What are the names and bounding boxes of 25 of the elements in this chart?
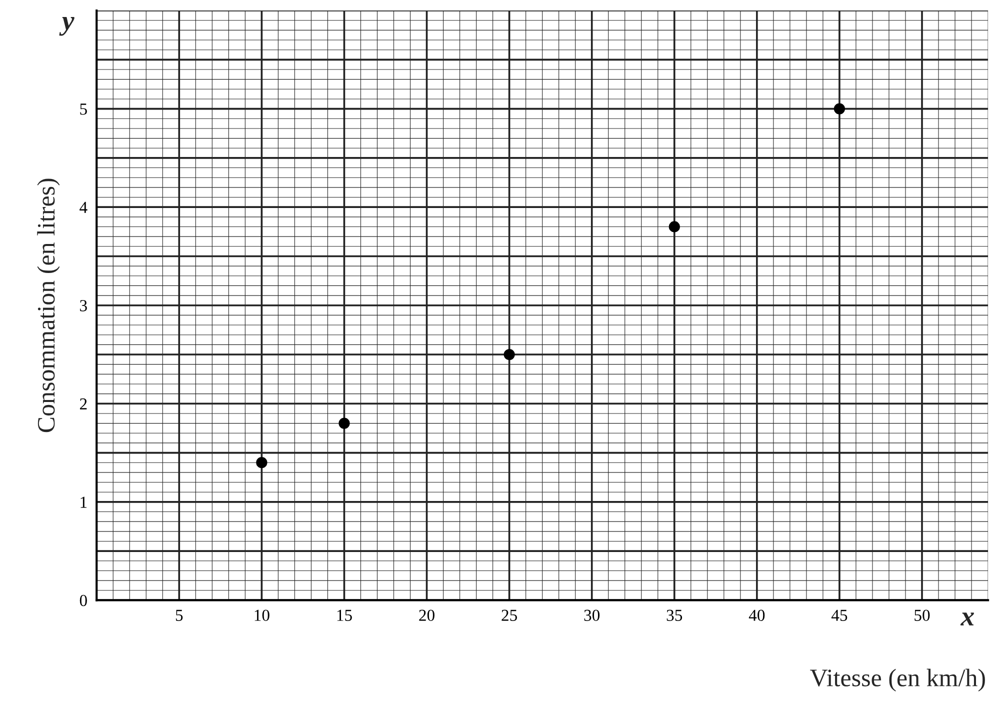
text: x (960, 612, 974, 626)
x-tick-label: 15 (337, 610, 352, 621)
x-tick-label: 35 (666, 610, 682, 621)
text: y (59, 16, 74, 36)
y-tick-label: 2 (80, 398, 87, 410)
y-tick-label: 5 (80, 104, 87, 115)
x-tick-label: 50 (914, 610, 930, 621)
x-tick-label: 20 (419, 610, 434, 621)
x-tick-label: 25 (502, 610, 517, 621)
y-tick-label: 4 (80, 202, 88, 213)
point (834, 103, 846, 114)
x-tick-label: 40 (748, 610, 765, 621)
x-tick-label: 10 (254, 610, 270, 621)
x-tick-label: 5 (176, 610, 183, 621)
y-tick-label: 0 (80, 594, 87, 606)
x-tick-label: 30 (584, 610, 600, 621)
point (504, 348, 515, 360)
y-tick-label: 1 (80, 496, 87, 508)
x-tick-label: 45 (831, 610, 848, 621)
y-tick-label: 3 (80, 300, 87, 312)
point (668, 221, 680, 232)
point (256, 457, 268, 468)
point (338, 418, 350, 429)
x-axis-title: Vitesse (en km/h) (810, 668, 985, 692)
y-axis-title: Consommation (en litres) (37, 178, 60, 432)
